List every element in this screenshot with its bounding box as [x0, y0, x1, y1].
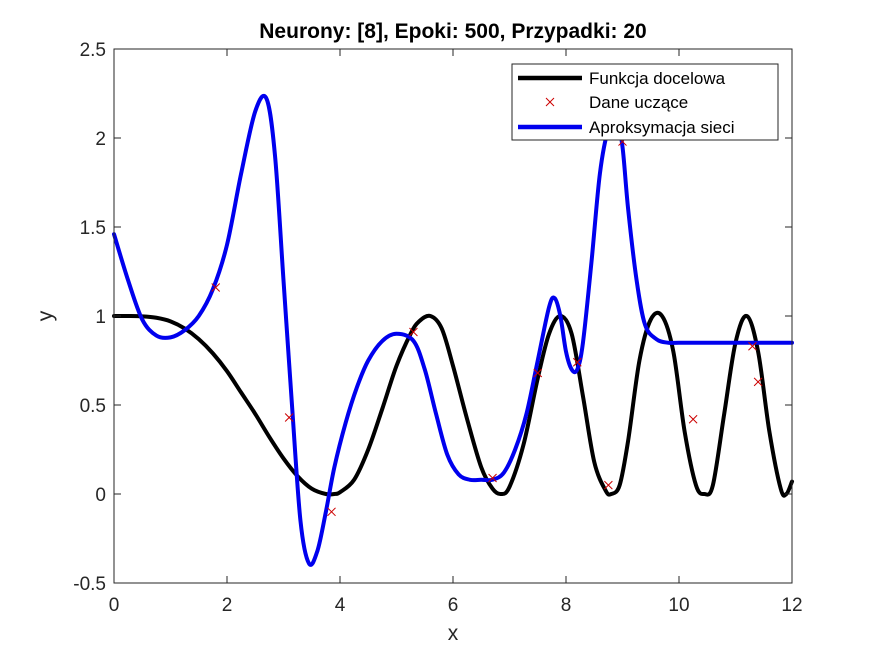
data-point [409, 327, 418, 337]
data-point [327, 507, 336, 517]
chart-title: Neurony: [8], Epoki: 500, Przypadki: 20 [259, 20, 646, 43]
ticks: 0 2 4 6 8 10 12-0.500.511.522.5 [73, 40, 802, 616]
data-point [284, 413, 294, 422]
series-markers [211, 137, 763, 517]
legend-marker-x [545, 97, 555, 107]
legend-entry-target: Funkcja docelowa [589, 69, 726, 88]
y-axis-label: y [34, 310, 57, 321]
x-tick-label: 12 [781, 595, 802, 616]
legend: Funkcja docelowa Dane uczące Aproksymacj… [511, 63, 779, 141]
data-point [604, 480, 613, 490]
x-tick-label: 2 [222, 595, 233, 616]
data-point [533, 368, 543, 378]
legend-entry-approximation: Aproksymacja sieci [589, 118, 735, 137]
y-tick-label: 0.5 [80, 396, 106, 417]
data-point [488, 473, 497, 483]
y-tick-label: 1.5 [80, 218, 106, 239]
x-tick-label: 10 [668, 595, 689, 616]
x-tick-label: 6 [448, 595, 459, 616]
series-line-0 [112, 310, 794, 498]
y-tick-label: 1 [95, 307, 106, 328]
data-point [753, 377, 763, 387]
data-point [572, 357, 582, 367]
data-point [688, 414, 698, 424]
legend-swatch-training [545, 97, 555, 107]
series-lines [112, 93, 794, 567]
y-tick-label: 0 [95, 485, 106, 506]
y-tick-label: 2 [95, 129, 106, 150]
series-line-2 [112, 93, 794, 567]
data-point [748, 341, 757, 351]
y-tick-label: 2.5 [80, 40, 106, 61]
data-point [211, 283, 221, 292]
x-tick-label: 8 [561, 595, 572, 616]
legend-entry-training: Dane uczące [589, 93, 688, 112]
x-axis-label: x [448, 622, 459, 645]
y-tick-label: -0.5 [73, 574, 106, 595]
x-tick-label: 0 [109, 595, 120, 616]
x-tick-label: 4 [335, 595, 346, 616]
